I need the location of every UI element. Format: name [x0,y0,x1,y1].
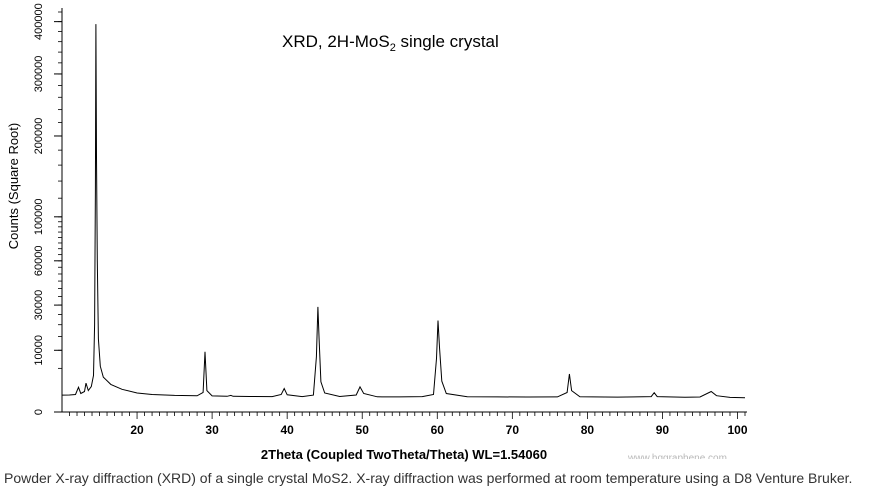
y-tick-label: 60000 [33,246,45,277]
y-tick-label: 400000 [33,3,45,40]
x-axis: 20 30 40 50 60 70 80 90 100 [62,411,748,437]
y-tick-label: 10000 [33,335,45,366]
x-tick-label: 90 [656,423,670,437]
x-tick-label: 50 [356,423,370,437]
y-tick-label: 300000 [33,56,45,93]
x-tick-label: 60 [431,423,445,437]
chart-title-suffix: single crystal [396,32,499,51]
x-tick-label: 70 [506,423,520,437]
x-tick-label: 40 [280,423,294,437]
watermark: www.hqgraphene.com [628,453,727,459]
y-axis-label: Counts (Square Root) [6,123,21,249]
x-axis-label: 2Theta (Coupled TwoTheta/Theta) WL=1.540… [261,447,547,462]
y-tick-label: 0 [33,409,45,415]
y-axis: 0 10000 30000 60000 100000 200000 300000 400000 [33,3,63,415]
y-tick-label: 100000 [33,198,45,235]
y-tick-label: 30000 [33,290,45,321]
series-line [61,24,746,399]
y-tick-label: 200000 [33,118,45,155]
chart-title-main: XRD, 2H-MoS [282,32,390,51]
x-tick-label: 30 [205,423,219,437]
chart-title-subscript: 2 [390,42,396,54]
xrd-chart: 0 10000 30000 60000 100000 200000 300000 400000… [6,3,748,462]
figure-caption: Powder X-ray diffraction (XRD) of a sing… [4,470,853,486]
x-tick-label: 20 [130,423,144,437]
chart-title: XRD, 2H-MoS2 single crystal [282,32,499,54]
x-tick-label: 80 [581,423,595,437]
x-tick-label: 100 [727,423,747,437]
